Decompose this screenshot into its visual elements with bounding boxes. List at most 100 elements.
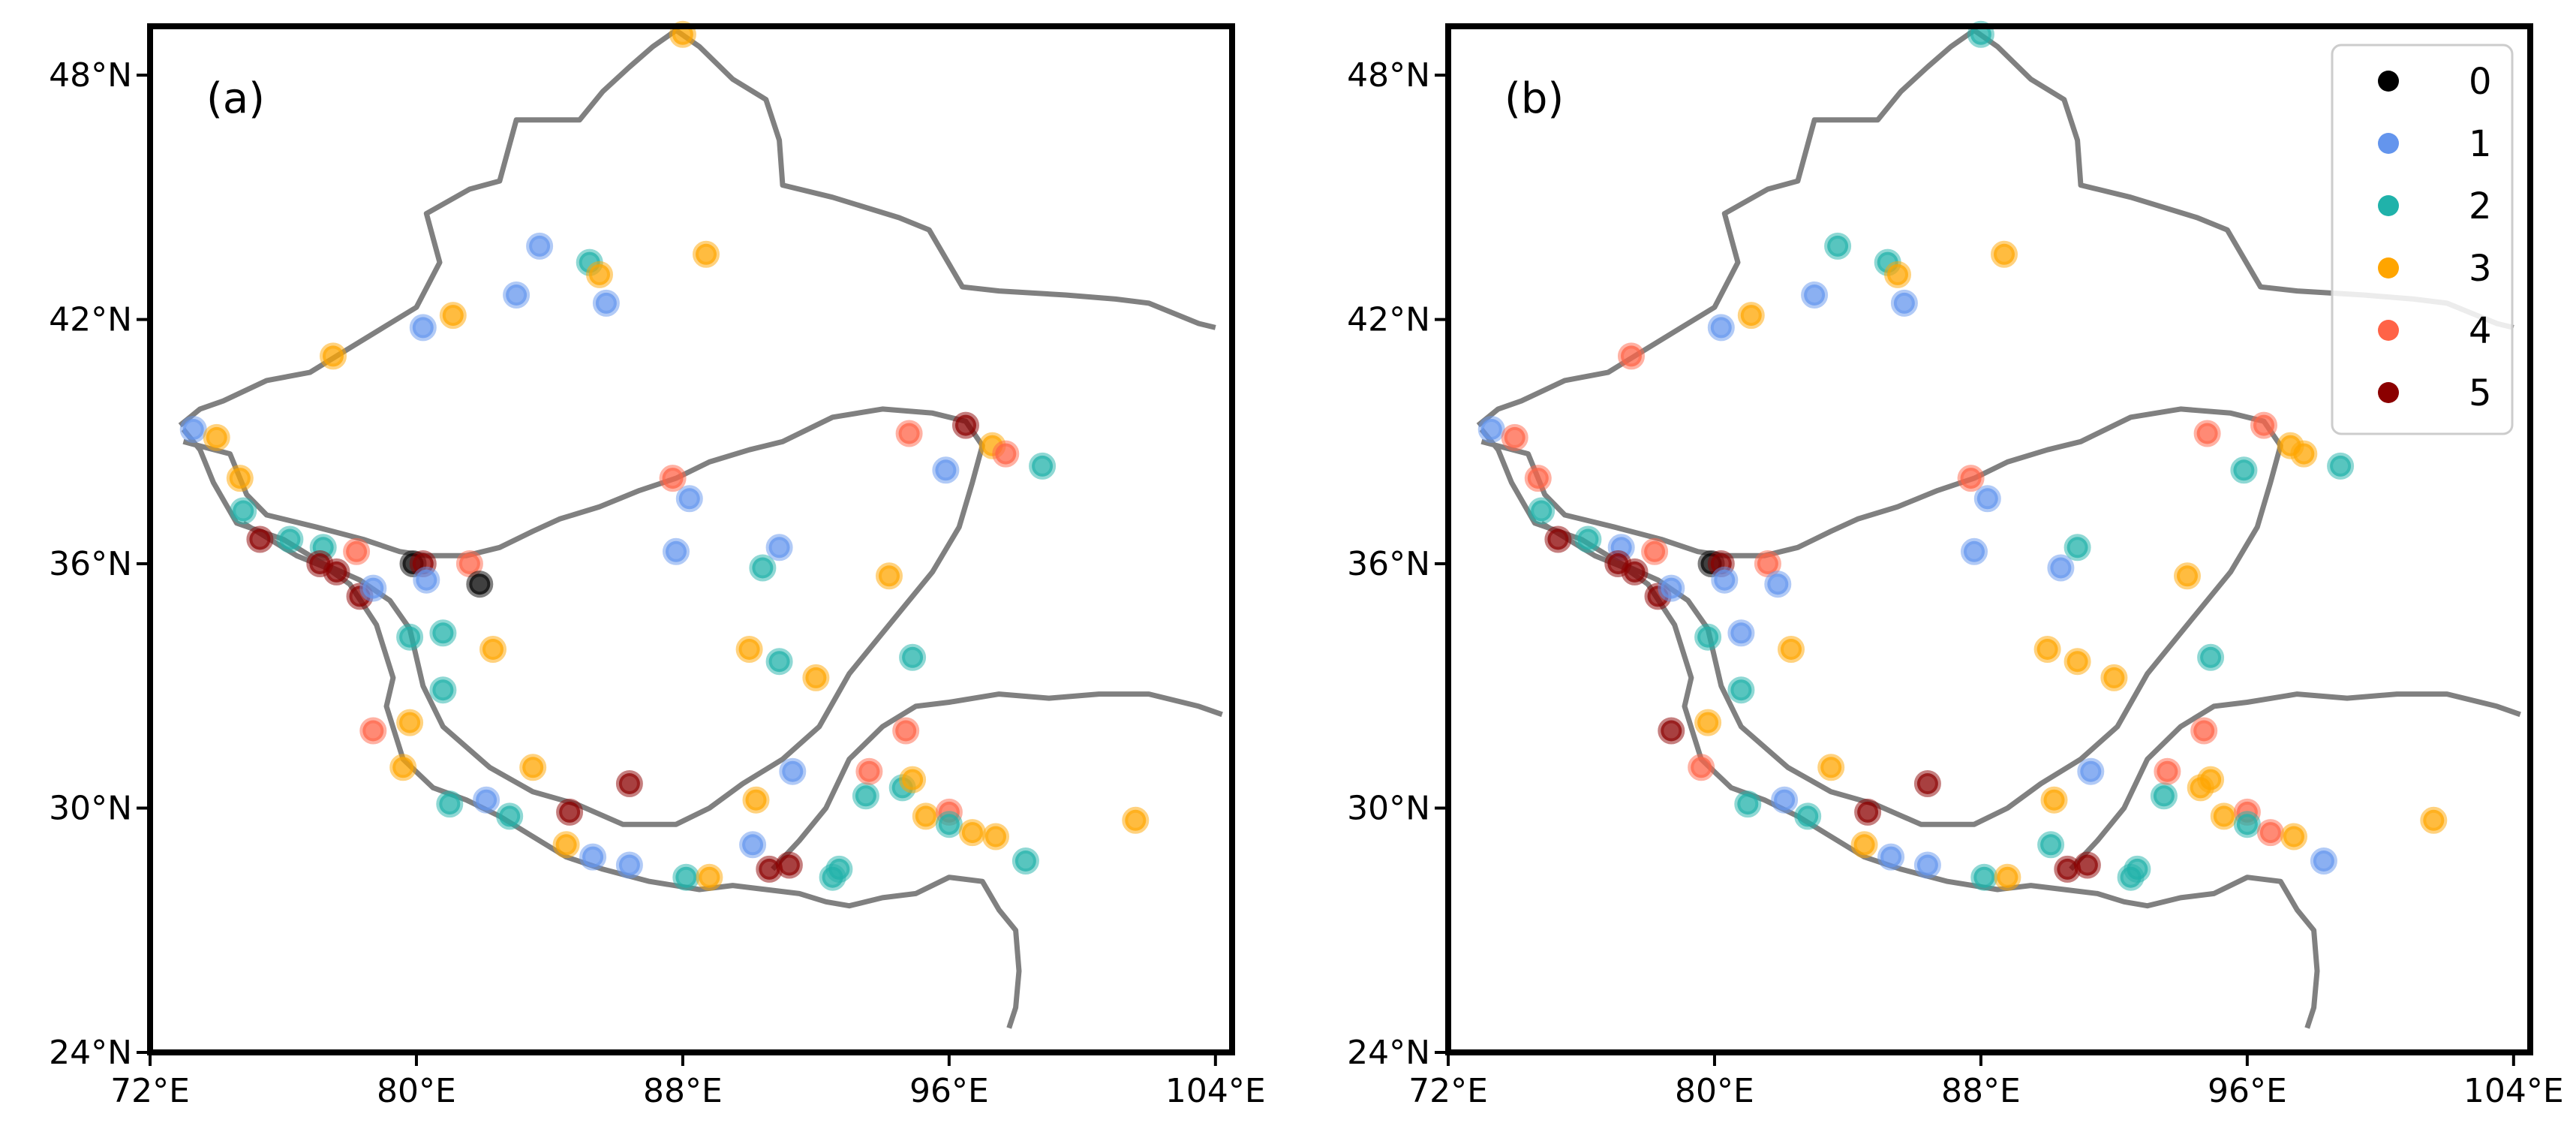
station-point-class-1 [579,843,607,871]
station-point-class-3 [1122,806,1150,834]
station-point-class-5 [246,525,274,553]
x-tick-label: 72°E [110,1072,190,1110]
station-point-class-2 [2230,456,2258,484]
station-point-class-2 [1970,863,1998,891]
x-tick-label: 88°E [643,1072,723,1110]
station-points [179,20,1150,891]
boundary-line-3 [2069,691,2521,872]
boundary-line-2 [242,520,1022,1029]
panel-a: 72°E 80°E 88°E 96°E 104°E 48°N 42°N 36°N 30°N 24°… [49,20,1266,1110]
boundary-line-0 [1476,27,2514,428]
station-point-class-5 [323,558,350,586]
station-point-class-3 [586,260,613,288]
station-point-class-4 [1754,550,1781,577]
legend-label: 5 [2469,372,2492,414]
station-point-class-2 [1574,525,1602,553]
station-point-class-2 [1029,452,1057,480]
station-point-class-2 [825,855,853,883]
station-point-class-1 [359,574,387,602]
panel-frame [147,23,1235,1055]
station-point-class-3 [2064,648,2091,676]
station-point-class-4 [455,550,483,577]
station-point-class-4 [659,465,687,492]
station-point-class-3 [1694,709,1722,736]
station-point-class-3 [802,664,830,691]
station-point-class-3 [389,754,417,781]
station-point-class-4 [892,717,920,745]
station-point-class-2 [765,648,793,676]
station-point-class-2 [1794,802,1822,830]
station-point-class-3 [1994,863,2021,891]
legend-label: 0 [2469,61,2492,103]
station-point-class-5 [1658,717,1685,745]
station-point-class-3 [1850,831,1878,859]
y-tick-label: 48°N [1347,56,1430,95]
station-point-class-1 [2077,757,2105,785]
station-point-class-3 [1991,240,2018,268]
station-point-class-1 [2047,554,2075,582]
station-point-class-2 [2327,452,2355,480]
y-tick-label: 42°N [49,301,132,339]
station-point-class-3 [899,766,927,793]
x-tick-label: 80°E [377,1072,456,1110]
station-point-class-1 [1477,416,1505,443]
station-point-class-1 [739,831,767,859]
station-point-class-3 [2040,786,2068,814]
station-point-class-4 [895,420,923,447]
station-point-class-4 [855,757,883,785]
station-point-class-1 [1973,485,2001,513]
station-point-class-1 [765,534,793,561]
station-point-class-4 [2256,819,2284,847]
station-point-class-2 [2064,534,2091,561]
station-point-class-3 [982,823,1009,850]
station-point-class-2 [749,554,777,582]
station-point-class-1 [1707,314,1735,342]
station-point-class-5 [1544,525,1572,553]
station-point-class-5 [952,411,979,439]
station-point-class-2 [396,623,424,651]
station-point-class-2 [496,802,524,830]
station-point-class-5 [615,770,643,797]
legend-frame [2331,44,2514,435]
station-point-class-2 [2124,855,2151,883]
legend-marker [2378,71,2399,92]
x-tick-label: 104°E [2463,1072,2564,1110]
station-point-class-1 [503,281,531,309]
station-point-class-3 [203,423,230,451]
station-point-class-1 [779,757,807,785]
legend-marker [2378,320,2399,341]
station-point-class-3 [519,754,547,781]
station-point-class-4 [1957,465,1985,492]
station-point-class-1 [526,232,554,260]
station-point-class-2 [852,782,879,810]
axis-ticks: 72°E 80°E 88°E 96°E 104°E 48°N 42°N 36°N 30°N 24°… [1347,56,2564,1110]
legend-label: 3 [2469,248,2492,290]
station-point-class-1 [1961,537,1988,565]
station-point-class-2 [1694,623,1722,651]
station-point-class-1 [1913,851,1941,879]
station-point-class-3 [226,465,254,492]
station-point-class-4 [2250,411,2277,439]
x-tick-label: 104°E [1165,1072,1266,1110]
station-point-class-5 [1854,798,1882,826]
station-point-class-1 [1658,574,1685,602]
y-tick-label: 30°N [49,790,132,828]
station-point-class-3 [2033,636,2061,663]
station-point-class-3 [320,342,347,370]
station-point-class-4 [2154,757,2181,785]
station-point-class-4 [1501,423,1528,451]
panel-b: 72°E 80°E 88°E 96°E 104°E 48°N 42°N 36°N 30°N 24°… [1347,20,2564,1110]
boundary-line-3 [771,691,1223,872]
panel-frame [1445,23,2533,1055]
station-point-class-4 [343,537,371,565]
station-point-class-4 [1618,342,1645,370]
legend-marker [2378,257,2399,278]
station-point-class-2 [1727,676,1755,704]
station-point-class-2 [429,619,457,647]
station-point-class-1 [932,456,960,484]
y-tick-label: 36°N [49,545,132,583]
x-tick-label: 96°E [2208,1072,2287,1110]
station-point-class-3 [2210,802,2238,830]
station-point-class-2 [899,643,927,671]
station-point-class-4 [2193,420,2221,447]
